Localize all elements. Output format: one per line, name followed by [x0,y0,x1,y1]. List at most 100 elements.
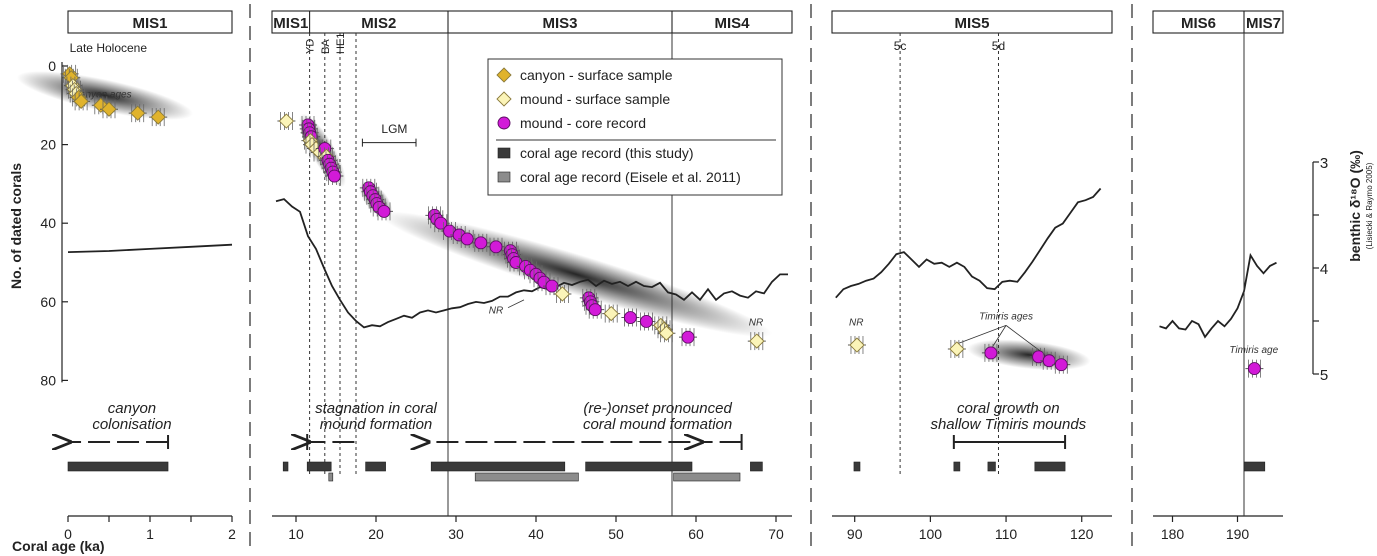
y2-tick-label: 4 [1320,261,1328,278]
mis-header-box [831,10,1113,34]
annotation-text: NR [749,317,763,328]
annotation-text: canyon ages [75,89,132,100]
age-bar-eisele [474,472,579,482]
x-tick-label: 10 [288,526,304,542]
mis-label: MIS1 [132,15,167,32]
legend: canyon - surface sample mound - surface s… [487,58,783,196]
mis-label: MIS5 [954,15,989,32]
data-point-circle [377,204,391,218]
y-tick-label: 0 [48,58,56,74]
benthic-d18o-curve [1159,252,1277,339]
mis-label: MIS1 [273,15,308,32]
x-tick-label: 1 [146,526,154,542]
phase-label: stagnation in coral [315,400,437,417]
benthic-d18o-curve [67,243,233,253]
legend-marker-bar [497,147,511,159]
plot-layer: 0 20 40 60 80 3 4 5 MIS1 0 1 2 Late Holocene canyon a… [40,4,1328,548]
data-point-circle [681,330,695,344]
phase-label: shallow Timiris mounds [930,416,1086,433]
event-label: BA [320,39,332,54]
benthic-d18o-curve [275,198,788,329]
x-tick-label: 40 [528,526,544,542]
legend-label: canyon - surface sample [520,67,673,83]
data-point-circle [1247,362,1261,376]
mis-header-box [1152,10,1284,34]
data-point-diamond [603,305,619,322]
event-label: YD [305,39,317,54]
y-tick-label: 40 [40,215,56,231]
annotation-pointer [992,325,1007,348]
x-tick-label: 60 [688,526,704,542]
data-point-diamond [101,101,117,117]
phase-label: (re-)onset pronounced [583,400,732,417]
data-point-circle [639,315,653,328]
panel-text: LGM [381,122,407,136]
data-point-circle [489,240,503,254]
age-bar-this-study [365,461,386,472]
legend-marker-bar [497,171,511,183]
data-point-diamond [749,333,765,349]
data-point-circle [545,279,559,293]
event-label: 5d [992,39,1005,53]
x-tick-label: 30 [448,526,464,542]
y-axis-label: No. of dated corals [8,163,24,289]
annotation-text: Timiris age [1229,345,1278,356]
phase-label: canyon [108,400,156,417]
phase-label: colonisation [92,416,171,433]
event-label: HE1 [335,33,347,54]
x-tick-label: 180 [1161,526,1185,542]
data-point-circle [984,346,998,360]
legend-label: mound - core record [520,115,646,131]
legend-marker-circle [497,116,511,130]
x-tick-label: 0 [64,526,72,542]
age-bar-this-study [306,461,332,472]
annotation-text: NR [489,306,503,317]
x-tick-label: 120 [1070,526,1094,542]
annotation-text: NR [849,317,863,328]
mis-label: MIS6 [1181,15,1216,32]
phase-label: coral mound formation [583,416,732,433]
y-tick-label: 80 [40,372,56,388]
y2-axis-label: benthic δ¹⁸O (‰) [1347,150,1363,262]
legend-marker-diamond [496,67,512,83]
data-point-diamond [554,286,571,302]
age-bar-this-study [987,461,996,472]
annotation-pointer [507,299,525,309]
x-tick-label: 190 [1226,526,1250,542]
age-bar-this-study [1243,461,1266,472]
age-bar-this-study [953,461,961,472]
data-point-diamond [130,105,146,121]
data-point-circle [1054,358,1068,372]
mis-label: MIS2 [361,15,396,32]
data-point-circle [460,232,474,246]
annotation-pointer [958,325,1007,344]
y2-tick-label: 3 [1320,155,1328,172]
density-blob [16,71,193,120]
legend-label: mound - surface sample [520,91,670,107]
legend-label: coral age record (Eisele et al. 2011) [520,169,741,185]
age-bar-this-study [67,461,169,472]
annotation-text: Timiris ages [979,311,1033,322]
y-tick-label: 60 [40,294,56,310]
x-tick-label: 90 [847,526,863,542]
x-tick-label: 70 [768,526,784,542]
mis-label: MIS3 [542,15,577,32]
data-point-diamond [278,113,295,129]
x-tick-label: 50 [608,526,624,542]
event-label: 5c [894,39,907,53]
data-point-circle [327,169,341,183]
mis-label: MIS7 [1246,15,1281,32]
phase-label: mound formation [320,416,433,433]
benthic-d18o-curve [835,187,1102,299]
age-bar-eisele [328,472,334,482]
x-tick-label: 2 [228,526,236,542]
age-bar-eisele [673,472,741,482]
legend-marker-diamond [496,91,512,107]
age-bar-this-study [282,461,289,472]
data-point-diamond [949,341,965,357]
data-point-circle [623,311,637,324]
x-axis-label: Coral age (ka) [12,538,105,554]
data-point-diamond [849,337,865,353]
legend-label: coral age record (this study) [520,145,694,161]
